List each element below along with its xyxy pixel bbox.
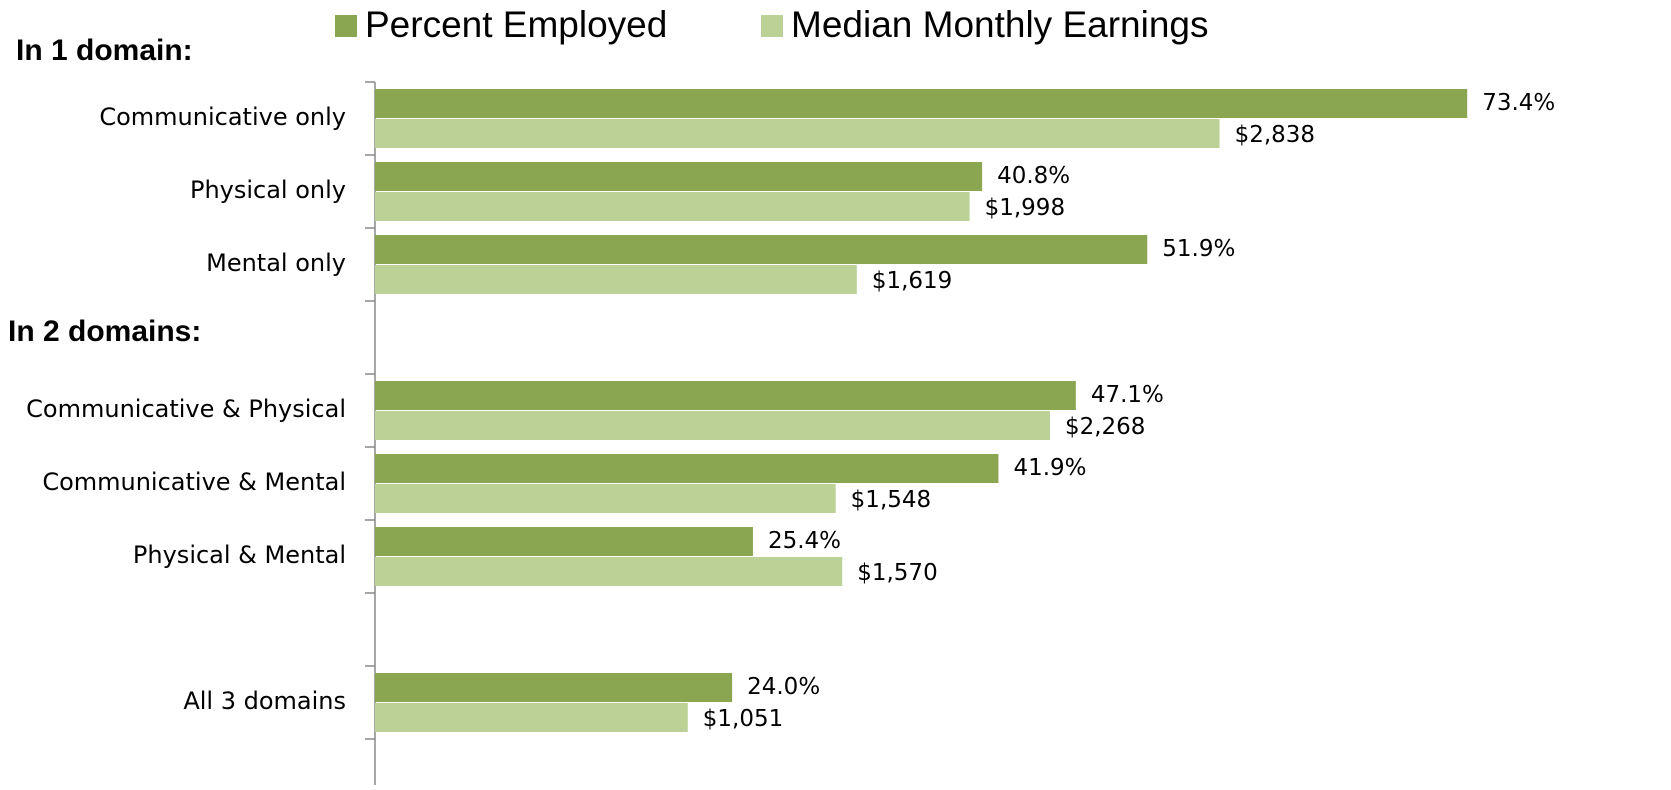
category-label: Physical only: [190, 176, 346, 204]
legend-label: Median Monthly Earnings: [791, 4, 1209, 45]
value-label: $1,619: [872, 268, 952, 294]
bar: [375, 454, 999, 483]
bar: [375, 192, 970, 221]
category-label: Mental only: [206, 249, 346, 277]
bar: [375, 235, 1148, 264]
legend-swatch: [761, 15, 783, 37]
category-label: Communicative & Mental: [42, 468, 346, 496]
value-label: 47.1%: [1091, 382, 1164, 408]
category-label: Communicative & Physical: [26, 395, 346, 423]
category-label: Communicative only: [99, 103, 346, 131]
bar: [375, 484, 836, 513]
value-label: 40.8%: [997, 163, 1070, 189]
bar: [375, 673, 733, 702]
bar: [375, 411, 1050, 440]
bar: [375, 265, 857, 294]
bar: [375, 162, 983, 191]
value-label: $2,838: [1235, 122, 1315, 148]
section-label: In 1 domain:: [16, 34, 193, 67]
value-label: 41.9%: [1013, 455, 1086, 481]
legend-swatch: [335, 15, 357, 37]
bar: [375, 381, 1076, 410]
value-label: 24.0%: [747, 674, 820, 700]
section-label: In 2 domains:: [8, 315, 201, 348]
bar: [375, 703, 688, 732]
value-label: 25.4%: [768, 528, 841, 554]
value-label: 73.4%: [1482, 90, 1555, 116]
value-label: $1,548: [851, 487, 931, 513]
bar: [375, 89, 1468, 118]
value-label: 51.9%: [1162, 236, 1235, 262]
value-label: $1,051: [703, 706, 783, 732]
legend-label: Percent Employed: [365, 4, 667, 45]
value-label: $1,570: [857, 560, 937, 586]
category-label: All 3 domains: [183, 687, 346, 715]
bar: [375, 527, 753, 556]
value-label: $1,998: [985, 195, 1065, 221]
bar: [375, 557, 843, 586]
bar: [375, 119, 1220, 148]
category-label: Physical & Mental: [133, 541, 346, 569]
value-label: $2,268: [1065, 414, 1145, 440]
